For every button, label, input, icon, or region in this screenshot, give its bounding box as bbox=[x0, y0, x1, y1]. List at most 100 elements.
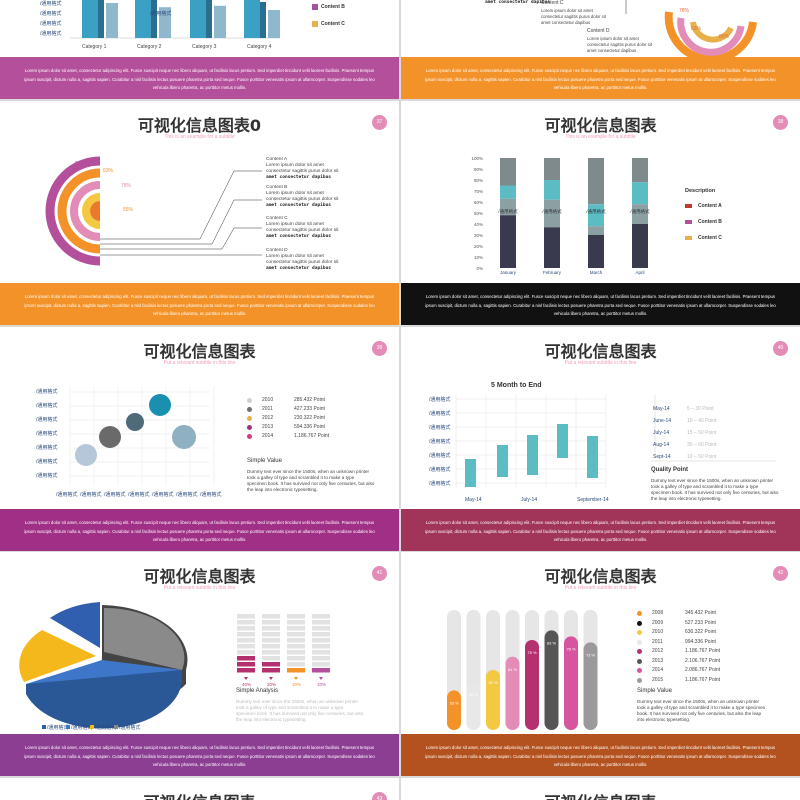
legend-dot bbox=[637, 658, 642, 664]
pill-pct: 73 % bbox=[586, 652, 596, 657]
chart-title: 5 Month to End bbox=[491, 382, 542, 389]
slide-title: 可视化信息图表 bbox=[143, 342, 256, 361]
bar bbox=[135, 0, 151, 38]
legend-dot bbox=[637, 649, 642, 654]
slide-number-badge: 38 bbox=[773, 115, 788, 130]
slide-thumb-40[interactable]: 可视化信息图表 Put a relevant subtitle in this … bbox=[401, 327, 800, 551]
slide-footer: Lorem ipsum dolor sit amet, consectetur … bbox=[0, 283, 399, 325]
slide-title: 可视化信息图表 bbox=[401, 789, 800, 800]
pie-slice bbox=[104, 607, 185, 670]
slide-subtitle: This is an example for a subtitle bbox=[565, 134, 636, 140]
row-month: Sept-14 bbox=[653, 454, 671, 460]
slide-thumb-37[interactable]: 可视化信息图表0 This is an example for a subtit… bbox=[0, 101, 399, 325]
pct-label: 78% bbox=[679, 8, 690, 14]
semicircle-ring-chart: 85% 63% 78% 55% bbox=[45, 156, 262, 266]
x-label: May-14 bbox=[465, 497, 482, 503]
pct-label: 20% bbox=[267, 682, 277, 687]
slide-thumb-44[interactable]: 可视化信息图表 bbox=[401, 778, 800, 800]
y-label: /通用格式 bbox=[40, 1, 62, 7]
stack-segment bbox=[544, 199, 560, 228]
simple-value-text: Dummy text ever since the 1500s, when an… bbox=[247, 469, 375, 492]
legend-swatch bbox=[66, 725, 70, 729]
stack-segment bbox=[500, 185, 516, 199]
bubble bbox=[99, 426, 121, 448]
year-label: 2012 bbox=[262, 415, 274, 421]
float-bar bbox=[497, 445, 508, 477]
legend-swatch-c bbox=[312, 21, 318, 27]
stack-block bbox=[262, 626, 280, 631]
year-label: 2010 bbox=[262, 397, 274, 403]
stack-block bbox=[262, 668, 280, 673]
year-label: 2011 bbox=[262, 406, 273, 412]
legend-label: Content B bbox=[698, 219, 722, 225]
y-label: /通用格式 bbox=[40, 31, 62, 37]
legend-dot bbox=[247, 416, 252, 421]
content-d-label: Content D bbox=[266, 248, 288, 253]
x-label: /通用格式 bbox=[176, 492, 198, 498]
year-value: 2.106.767 Point bbox=[685, 657, 721, 664]
year-value: 994.336 Point bbox=[685, 638, 716, 645]
content-b-line2: consectetur sagittis purus dolor sit bbox=[266, 197, 339, 202]
y-tick-label: 50% bbox=[474, 211, 483, 216]
legend-swatch bbox=[685, 220, 692, 224]
slide-footer: Lorem ipsum dolor sit amet, consectetur … bbox=[401, 57, 800, 99]
category-label: Category 1 bbox=[82, 44, 107, 50]
stack-block bbox=[237, 656, 255, 661]
stack-block bbox=[312, 620, 330, 625]
y-label: /通用格式 bbox=[36, 403, 58, 409]
stacked-bar-chart: 100% 90% 80% 70% 60% 50% 40% 30% 20% 10% 0% /通用格式 /… bbox=[471, 156, 650, 275]
y-label: /通用格式 bbox=[429, 453, 451, 459]
slide-number-badge: 43 bbox=[372, 792, 387, 800]
slide-thumb-41[interactable]: 可视化信息图表 Put a relevant subtitle in this … bbox=[0, 552, 399, 776]
stack-block bbox=[312, 614, 330, 619]
slide-thumb-b[interactable]: amet consectetur dapibus Content C Lorem… bbox=[401, 0, 800, 99]
year-value: 594.336 Point bbox=[294, 424, 325, 430]
legend-swatch bbox=[685, 236, 692, 240]
year-label: 2008 bbox=[652, 610, 664, 616]
row-range: 5 – 30 Point bbox=[687, 406, 714, 412]
stack-segment bbox=[500, 198, 516, 216]
year-label: 2011 bbox=[652, 638, 663, 645]
float-bar bbox=[557, 424, 568, 458]
stack-block bbox=[237, 632, 255, 637]
slide-thumb-42[interactable]: 可视化信息图表 Put a relevant subtitle in this … bbox=[401, 552, 800, 776]
content-d-label: Content D bbox=[587, 28, 610, 34]
year-label: 2009 bbox=[652, 619, 664, 626]
legend-label: Content C bbox=[698, 235, 722, 241]
x-label: /通用格式 bbox=[128, 492, 150, 498]
row-range: 30 – 60 Point bbox=[687, 442, 717, 448]
content-b-line1: Lorem ipsum dolor sit amet bbox=[266, 191, 324, 196]
y-label: /通用格式 bbox=[36, 473, 58, 479]
bar bbox=[159, 7, 171, 38]
slide-thumb-43[interactable]: 可视化信息图表 43 bbox=[0, 778, 399, 800]
year-value: 1.186.767 Point bbox=[685, 648, 721, 654]
legend-label-c: Content C bbox=[321, 21, 345, 27]
stack-block bbox=[312, 656, 330, 661]
slide-subtitle: Put a relevant subtitle in this line bbox=[564, 360, 637, 366]
slide-subtitle: Put a relevant subtitle in this line bbox=[564, 585, 637, 591]
x-label: April bbox=[635, 270, 644, 275]
y-tick-label: 90% bbox=[474, 167, 483, 172]
slide-thumb-38[interactable]: 可视化信息图表 This is an example for a subtitl… bbox=[401, 101, 800, 325]
content-a-line1: Lorem ipsum dolor sit amet bbox=[266, 163, 324, 168]
stack-block bbox=[312, 650, 330, 655]
legend-dot bbox=[637, 630, 642, 635]
pct-label: 85% bbox=[719, 34, 730, 40]
y-label: /通用格式 bbox=[429, 439, 451, 445]
slide-thumb-a[interactable]: /通用格式/通用格式/通用格式/通用格式/通用格式 Category 1 Cate… bbox=[0, 0, 399, 99]
content-c-block: Content C Lorem ipsum dolor sit amet con… bbox=[266, 216, 376, 240]
bubble bbox=[126, 413, 144, 431]
legend-dot bbox=[247, 434, 252, 439]
pill-pct: 50 % bbox=[488, 680, 498, 685]
slide-thumb-39[interactable]: 可视化信息图表 Put a relevant subtitle in this … bbox=[0, 327, 399, 551]
x-label: /通用格式 bbox=[56, 492, 78, 498]
legend-title: Description bbox=[685, 188, 716, 194]
simple-value-title: Simple Value bbox=[247, 458, 282, 464]
y-label: /通用格式 bbox=[36, 389, 58, 395]
bar bbox=[214, 5, 226, 38]
legend-swatch bbox=[685, 204, 692, 208]
quality-title: Quality Point bbox=[651, 467, 689, 473]
stack-block bbox=[287, 662, 305, 667]
stack-segment bbox=[588, 235, 604, 268]
slide-subtitle: Put a relevant subtitle in this line bbox=[163, 585, 236, 591]
